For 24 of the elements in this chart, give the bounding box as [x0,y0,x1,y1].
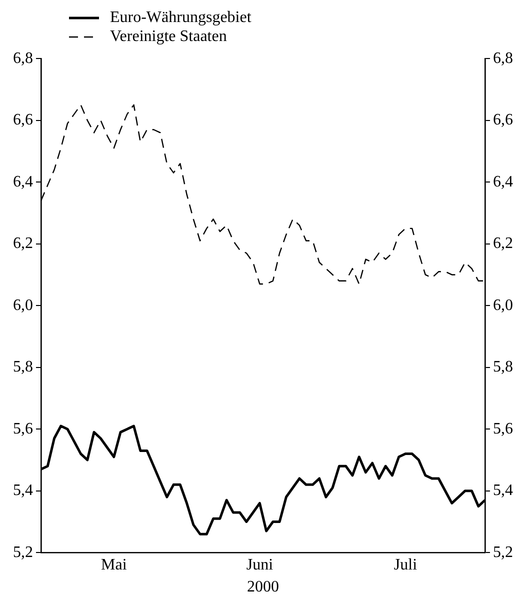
y2-tick-label: 5,6 [493,420,513,438]
x-tick-label: Juli [394,556,418,574]
y2-tick-label: 6,8 [493,50,513,67]
y2-tick-label: 6,0 [493,296,513,314]
y2-tick-label: 5,4 [493,482,513,500]
x-tick-label: Juni [246,556,274,574]
y-tick-label: 5,8 [13,358,33,376]
y-tick-label: 6,2 [13,235,33,252]
y-tick-label: 6,6 [13,112,33,129]
x-axis-title: 2000 [247,578,279,596]
y-tick-label: 6,8 [13,50,33,67]
y-tick-label: 6,0 [13,296,33,314]
y2-tick-label: 5,8 [493,358,513,376]
y2-tick-label: 6,6 [493,112,513,129]
y-tick-label: 5,4 [13,482,33,500]
legend-label: Vereinigte Staaten [110,27,227,46]
legend-label: Euro-Währungsgebiet [110,8,252,27]
y-tick-label: 6,4 [13,173,33,190]
y-tick-label: 5,2 [13,544,33,561]
y2-tick-label: 6,2 [493,235,513,252]
y2-tick-label: 6,4 [493,173,513,190]
y-tick-label: 5,6 [13,420,33,438]
x-tick-label: Mai [101,556,128,574]
y2-tick-label: 5,2 [493,544,513,561]
